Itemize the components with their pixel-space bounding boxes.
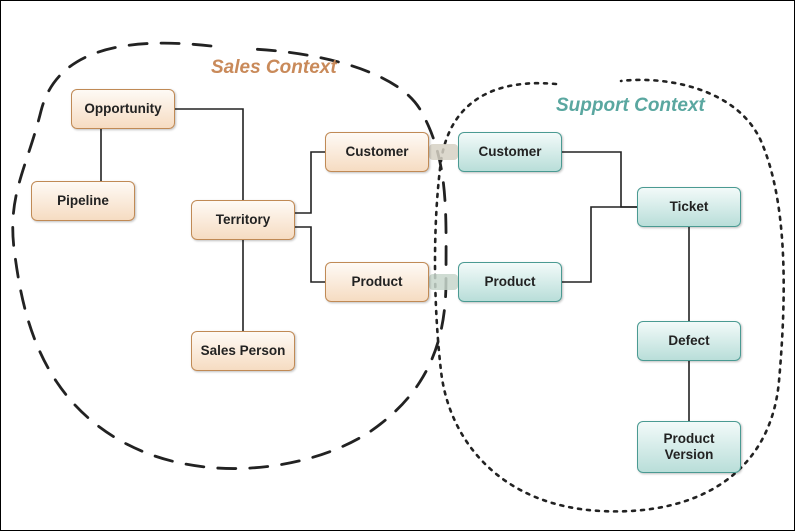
- support-context-label: Support Context: [556, 95, 705, 117]
- node-defect: Defect: [637, 321, 741, 361]
- node-label: Customer: [478, 144, 541, 160]
- node-sales_customer: Customer: [325, 132, 429, 172]
- edge-support-product-ticket: [562, 207, 637, 282]
- node-support_product: Product: [458, 262, 562, 302]
- context-bridge-1: [429, 274, 458, 290]
- node-label: Customer: [345, 144, 408, 160]
- diagram-canvas: Sales Context Support Context Opportunit…: [0, 0, 795, 531]
- node-product_version: Product Version: [637, 421, 741, 473]
- edge-support-customer-ticket: [562, 152, 637, 207]
- node-pipeline: Pipeline: [31, 181, 135, 221]
- node-territory: Territory: [191, 200, 295, 240]
- node-opportunity: Opportunity: [71, 89, 175, 129]
- node-label: Sales Person: [201, 343, 286, 359]
- node-label: Ticket: [670, 199, 709, 215]
- node-label: Product: [351, 274, 402, 290]
- node-label: Territory: [216, 212, 271, 228]
- edge-opportunity-territory: [175, 109, 243, 200]
- node-sales_person: Sales Person: [191, 331, 295, 371]
- context-bridge-0: [429, 144, 458, 160]
- node-ticket: Ticket: [637, 187, 741, 227]
- node-label: Pipeline: [57, 193, 109, 209]
- node-support_customer: Customer: [458, 132, 562, 172]
- edge-territory-product: [295, 227, 325, 282]
- node-label: Product Version: [644, 431, 734, 462]
- edge-territory-customer: [295, 152, 325, 213]
- node-label: Product: [484, 274, 535, 290]
- node-label: Defect: [668, 333, 709, 349]
- node-label: Opportunity: [84, 101, 161, 117]
- node-sales_product: Product: [325, 262, 429, 302]
- sales-context-label: Sales Context: [211, 57, 337, 79]
